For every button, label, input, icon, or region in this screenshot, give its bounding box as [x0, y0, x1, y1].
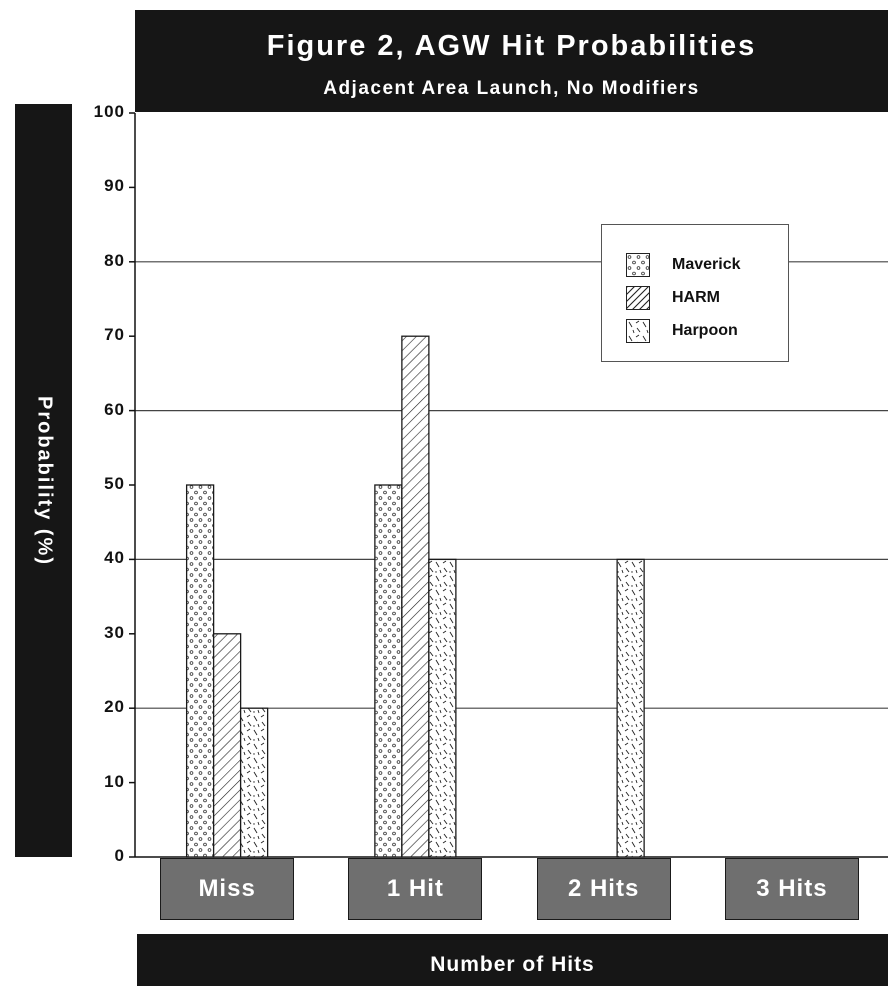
y-tick-label: 40 [104, 548, 125, 568]
category-label-box: 3 Hits [724, 858, 859, 920]
category-label: 1 Hit [386, 875, 444, 902]
x-axis-label: Number of Hits [430, 953, 595, 976]
legend-item-harm: HARM [626, 286, 720, 310]
y-tick-label: 100 [93, 102, 125, 121]
category-label-box: 1 Hit [348, 858, 483, 920]
bar-harm [212, 633, 242, 858]
y-tick-label: 0 [114, 846, 125, 865]
y-axis-label-banner: Probability (%) [15, 104, 72, 857]
y-tick-label: 50 [104, 474, 125, 493]
legend-label: Harpoon [672, 322, 738, 339]
legend-item-harpoon: Harpoon [626, 319, 738, 343]
bars [185, 335, 645, 858]
legend: Maverick HARM Harpoon [601, 224, 789, 362]
x-axis-label-banner: Number of Hits [137, 934, 888, 986]
y-tick-label: 60 [104, 399, 125, 419]
y-tick-label: 20 [104, 697, 125, 717]
title-banner: Figure 2, AGW Hit Probabilities Adjacent… [135, 10, 888, 112]
legend-label: Maverick [672, 256, 741, 273]
legend-swatch-dots [626, 253, 650, 277]
y-tick-label: 90 [104, 176, 125, 196]
y-axis-label: Probability (%) [33, 395, 55, 566]
y-tick-label: 70 [104, 325, 125, 345]
category-label: 3 Hits [756, 875, 828, 902]
bar-harpoon [616, 558, 645, 858]
y-tick-label: 30 [104, 622, 125, 642]
bar-maverick [185, 484, 215, 858]
bar-harm [401, 335, 430, 858]
bar-harpoon [428, 558, 457, 858]
legend-swatch-dashes [626, 319, 650, 343]
legend-swatch-hatch [626, 286, 650, 310]
legend-label: HARM [672, 289, 720, 306]
bar-maverick [374, 484, 403, 858]
y-tick-label: 10 [104, 771, 125, 791]
chart-title: Figure 2, AGW Hit Probabilities [266, 30, 757, 62]
category-label: Miss [198, 875, 256, 902]
category-label-box: Miss [160, 858, 295, 920]
y-tick-label: 80 [104, 250, 125, 270]
category-label: 2 Hits [567, 875, 640, 902]
bar-harpoon [239, 707, 269, 858]
chart-subtitle: Adjacent Area Launch, No Modifiers [323, 78, 700, 99]
category-label-box: 2 Hits [536, 858, 671, 920]
legend-item-maverick: Maverick [626, 253, 741, 277]
